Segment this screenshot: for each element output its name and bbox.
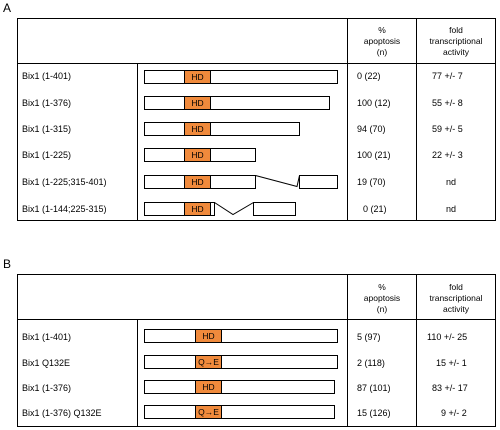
activity-value: 59 +/- 5 — [432, 124, 463, 134]
homeodomain-label: HD — [191, 150, 203, 160]
row-label: Bix1 (1-376) Q132E — [22, 408, 102, 418]
homeodomain-label: HD — [202, 331, 214, 341]
activity-value: 83 +/- 17 — [432, 383, 468, 393]
panel-a-letter: A — [3, 1, 12, 15]
activity-value: 110 +/- 25 — [427, 332, 467, 342]
activity-value: 77 +/- 7 — [432, 71, 463, 81]
panel-a-apoptosis-header-line2: apoptosis — [364, 36, 400, 46]
panel-a-header: % apoptosis (n) fold transcriptional act… — [364, 25, 483, 57]
panel-a-apoptosis-header-line3: (n) — [377, 47, 388, 57]
row-label: Bix1 (1-225) — [22, 150, 71, 160]
apoptosis-value: 87 (101) — [357, 383, 391, 393]
panel-a-activity-header-line2: transcriptional — [430, 36, 483, 46]
apoptosis-value: 100 (12) — [357, 98, 391, 108]
protein-bar — [144, 70, 338, 84]
homeodomain-box — [184, 202, 211, 216]
apoptosis-value: 2 (118) — [357, 358, 385, 368]
protein-bar — [144, 329, 338, 343]
panel-b-border — [17, 274, 496, 427]
homeodomain-label: HD — [191, 98, 203, 108]
panel-b-table — [17, 274, 496, 427]
panel-a-row-5: Bix1 (1-225;315-401) HD 19 (70) nd — [22, 175, 456, 189]
panel-b-apoptosis-header-line2: apoptosis — [364, 293, 400, 303]
apoptosis-value: 19 (70) — [357, 177, 386, 187]
homeodomain-label: HD — [191, 72, 203, 82]
homeodomain-box — [184, 70, 211, 84]
panel-b-activity-header-line1: fold — [449, 282, 463, 292]
homeodomain-box — [184, 96, 211, 110]
panel-a-apoptosis-header-line1: % — [378, 25, 386, 35]
panel-a-activity-header-line1: fold — [449, 25, 463, 35]
row-label: Bix1 (1-376) — [22, 383, 71, 393]
homeodomain-label: Q→E — [198, 407, 219, 417]
panel-a-border — [17, 18, 496, 221]
homeodomain-box — [195, 405, 222, 419]
activity-value: 55 +/- 8 — [432, 98, 463, 108]
panel-b-letter: B — [3, 257, 12, 271]
row-label: Bix1 (1-225;315-401) — [22, 177, 107, 187]
row-label: Bix1 (1-144;225-315) — [22, 204, 107, 214]
protein-bar — [144, 96, 330, 110]
panel-b-header: % apoptosis (n) fold transcriptional act… — [364, 282, 483, 314]
panel-b-row-3: Bix1 (1-376) HD 87 (101) 83 +/- 17 — [22, 380, 468, 394]
homeodomain-label: HD — [202, 382, 214, 392]
panel-b-activity-header-line2: transcriptional — [430, 293, 483, 303]
apoptosis-value: 94 (70) — [357, 124, 386, 134]
homeodomain-box — [184, 175, 211, 189]
protein-bar — [144, 122, 300, 136]
panel-a-row-6: Bix1 (1-144;225-315) HD 0 (21) nd — [22, 202, 456, 216]
panel-b-row-4: Bix1 (1-376) Q132E Q→E 15 (126) 9 +/- 2 — [22, 405, 467, 419]
panel-b-row-1: Bix1 (1-401) HD 5 (97) 110 +/- 25 — [22, 329, 467, 343]
activity-value: 22 +/- 3 — [432, 150, 463, 160]
homeodomain-label: HD — [191, 124, 203, 134]
apoptosis-value: 0 (21) — [363, 204, 387, 214]
panel-a-row-1: Bix1 (1-401) HD 0 (22) 77 +/- 7 — [22, 70, 463, 84]
activity-value: 15 +/- 1 — [436, 358, 467, 368]
deletion-splice — [255, 175, 300, 188]
panel-a-row-4: Bix1 (1-225) HD 100 (21) 22 +/- 3 — [22, 148, 463, 162]
row-label: Bix1 (1-315) — [22, 124, 71, 134]
protein-bar — [144, 405, 335, 419]
panel-b-activity-header-line3: activity — [443, 304, 470, 314]
panel-a-table — [17, 18, 496, 221]
row-label: Bix1 Q132E — [22, 358, 70, 368]
activity-value: 9 +/- 2 — [441, 408, 467, 418]
protein-bar-segment — [299, 175, 338, 189]
panel-b-row-2: Bix1 Q132E Q→E 2 (118) 15 +/- 1 — [22, 355, 467, 369]
panel-a-activity-header-line3: activity — [443, 47, 470, 57]
protein-bar — [144, 380, 335, 394]
protein-bar — [144, 355, 338, 369]
homeodomain-box — [184, 148, 211, 162]
activity-value: nd — [446, 204, 456, 214]
row-label: Bix1 (1-401) — [22, 71, 71, 81]
apoptosis-value: 0 (22) — [357, 71, 381, 81]
row-label: Bix1 (1-376) — [22, 98, 71, 108]
panel-b-apoptosis-header-line3: (n) — [377, 304, 388, 314]
homeodomain-box — [195, 355, 222, 369]
panel-a-row-3: Bix1 (1-315) HD 94 (70) 59 +/- 5 — [22, 122, 463, 136]
apoptosis-value: 15 (126) — [357, 408, 391, 418]
activity-value: nd — [446, 177, 456, 187]
homeodomain-box — [195, 380, 222, 394]
homeodomain-box — [195, 329, 222, 343]
homeodomain-label: Q→E — [198, 357, 219, 367]
homeodomain-box — [184, 122, 211, 136]
homeodomain-label: HD — [191, 177, 203, 187]
panel-a-row-2: Bix1 (1-376) HD 100 (12) 55 +/- 8 — [22, 96, 463, 110]
deletion-splice — [214, 202, 254, 216]
apoptosis-value: 5 (97) — [357, 332, 381, 342]
row-label: Bix1 (1-401) — [22, 332, 71, 342]
apoptosis-value: 100 (21) — [357, 150, 391, 160]
homeodomain-label: HD — [191, 204, 203, 214]
protein-bar-segment — [253, 202, 296, 216]
panel-b-apoptosis-header-line1: % — [378, 282, 386, 292]
